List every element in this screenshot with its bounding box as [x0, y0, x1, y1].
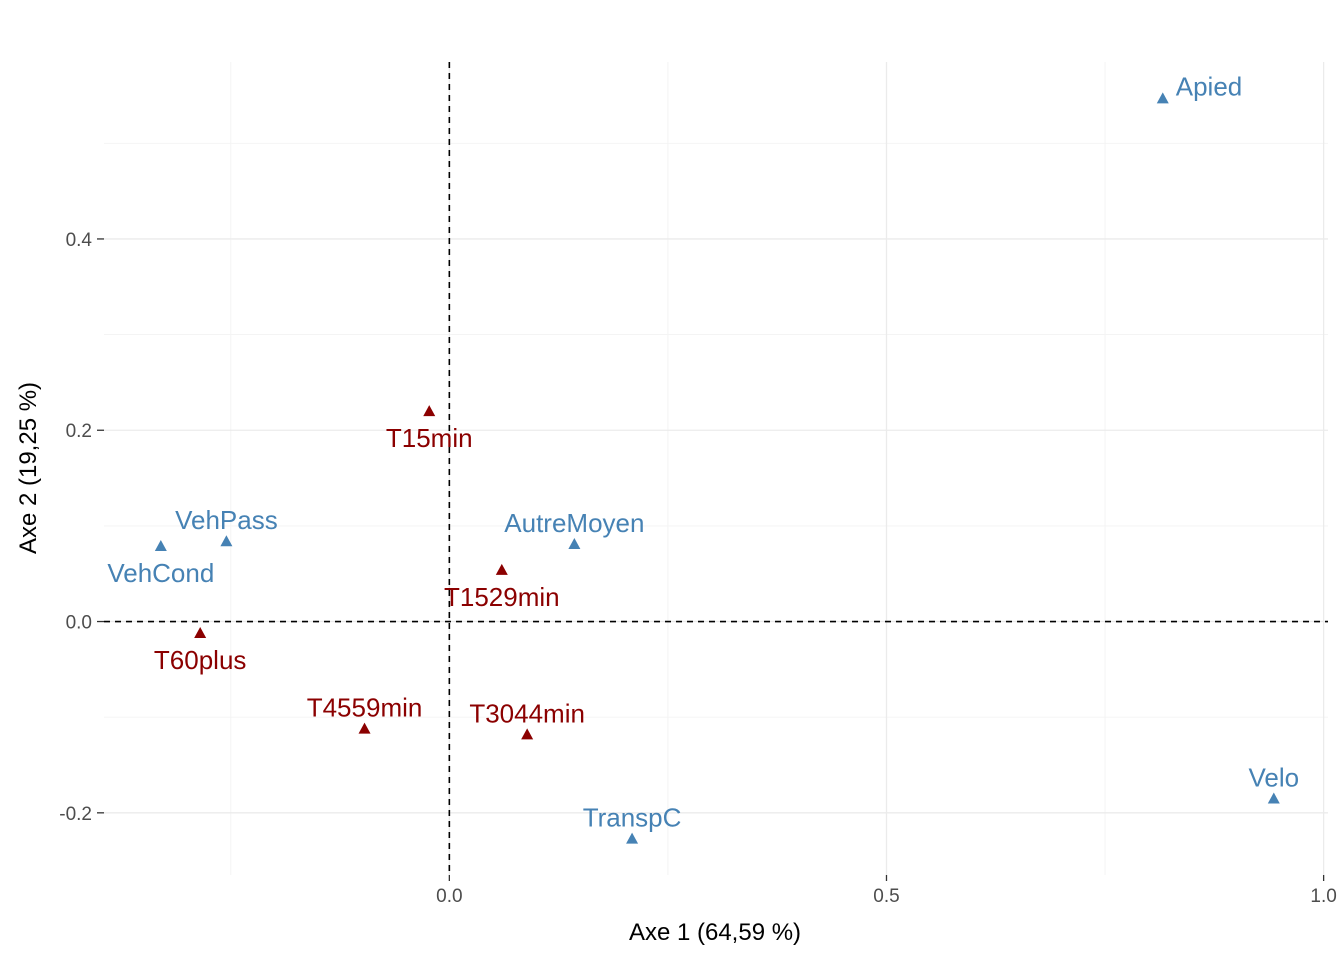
point-label-t60plus: T60plus [154, 645, 247, 675]
x-tick-label: 1.0 [1310, 886, 1336, 907]
x-axis-title: Axe 1 (64,59 %) [629, 919, 801, 946]
grid [104, 62, 1328, 875]
point-label-t1529min: T1529min [444, 582, 560, 612]
point-marker-t60plus [194, 627, 207, 639]
point-label-vehcond: VehCond [107, 558, 214, 588]
point-label-vehpass: VehPass [175, 505, 278, 535]
point-marker-apied [1156, 92, 1169, 104]
point-label-t3044min: T3044min [469, 698, 585, 728]
x-tick-label: 0.0 [436, 886, 462, 907]
y-axis-title: Axe 2 (19,25 %) [15, 382, 42, 554]
point-marker-transpc [626, 832, 639, 844]
point-marker-t3044min [521, 728, 534, 740]
point-label-apied: Apied [1176, 71, 1243, 101]
y-tick-label: 0.0 [66, 613, 92, 634]
point-marker-autremoyen [568, 538, 581, 550]
axis-ticks: 0.0 0.5 1.0 -0.2 0.0 0.2 0.4 [59, 230, 1337, 907]
data-points: Apied Velo TranspC AutreMoyen VehPass VehCond… [107, 71, 1299, 844]
x-tick-label: 0.5 [873, 886, 899, 907]
reference-lines [104, 62, 1328, 875]
point-label-transpc: TranspC [583, 803, 682, 833]
point-marker-t15min [423, 405, 436, 417]
point-marker-vehcond [154, 539, 167, 551]
point-label-velo: Velo [1248, 762, 1299, 792]
point-label-t4559min: T4559min [307, 693, 423, 723]
y-tick-label: -0.2 [59, 804, 92, 825]
point-marker-velo [1267, 792, 1280, 804]
point-marker-t1529min [495, 563, 508, 575]
y-tick-label: 0.4 [66, 230, 93, 251]
point-label-autremoyen: AutreMoyen [504, 508, 644, 538]
point-marker-t4559min [358, 722, 371, 734]
point-marker-vehpass [220, 535, 233, 547]
point-label-t15min: T15min [386, 423, 473, 453]
y-tick-label: 0.2 [66, 421, 92, 442]
